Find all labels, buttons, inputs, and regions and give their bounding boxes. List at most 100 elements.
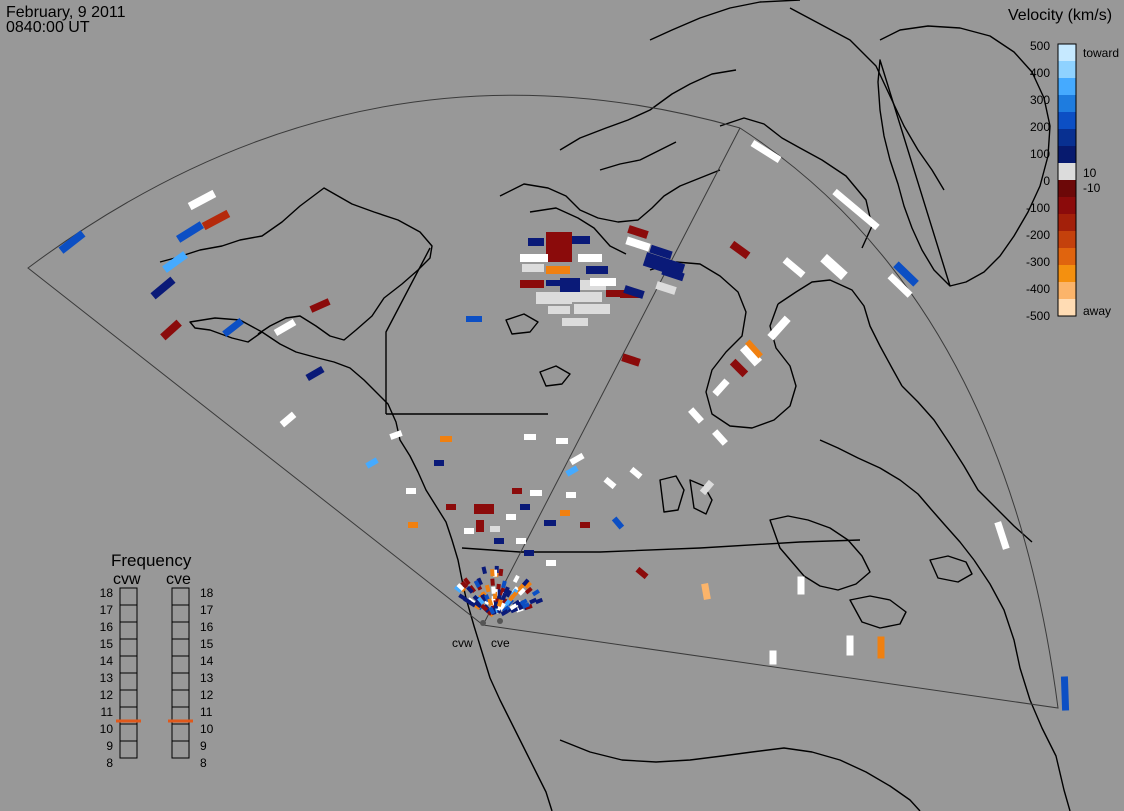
colorbar-frame (1057, 43, 1077, 317)
velocity-cell (505, 589, 512, 598)
colorbar-swatch (1058, 248, 1076, 266)
colorbar-swatches (1057, 43, 1077, 317)
velocity-cell (201, 209, 231, 231)
colorbar-swatch (1058, 78, 1076, 96)
velocity-cell (629, 466, 643, 480)
colorbar-tick-label: 400 (1030, 66, 1050, 80)
velocity-cell (635, 566, 649, 580)
date-label: February, 9 2011 (6, 4, 126, 21)
velocity-cell (519, 598, 528, 606)
velocity-cell (498, 568, 504, 577)
velocity-cell (574, 304, 610, 314)
frequency-cell-cvw (119, 621, 138, 640)
velocity-cell (365, 457, 379, 469)
frequency-title: Frequency (111, 551, 192, 570)
velocity-cell (560, 510, 570, 516)
velocity-cell (621, 353, 641, 367)
velocity-cell (516, 538, 526, 544)
velocity-cell (517, 583, 526, 591)
cvw-radar-site (480, 620, 486, 626)
velocity-cell (606, 290, 624, 297)
velocity-cell (566, 492, 576, 498)
radar-sites: cvw cve (452, 618, 510, 650)
velocity-cell (712, 378, 730, 397)
velocity-cell (699, 479, 715, 496)
velocity-cell (729, 240, 751, 260)
velocity-cell (524, 603, 533, 610)
frequency-cell-cve (171, 587, 190, 606)
velocity-cell (490, 526, 500, 532)
velocity-cell (556, 438, 568, 444)
frequency-level-label-right: 16 (200, 620, 214, 634)
colorbar-toward-label: toward (1083, 46, 1119, 60)
velocity-cell (524, 434, 536, 440)
velocity-cell (893, 261, 919, 287)
frequency-cell-cvw (119, 638, 138, 657)
frequency-cell-cvw (119, 604, 138, 623)
velocity-cell (473, 600, 482, 609)
velocity-cell (464, 528, 474, 534)
frequency-cell-cve (171, 672, 190, 691)
frequency-cell-cve (171, 621, 190, 640)
velocity-cell (520, 504, 530, 510)
velocity-cell (572, 236, 590, 244)
velocity-cell (476, 577, 483, 586)
frequency-level-label-left: 17 (100, 603, 114, 617)
velocity-cell (490, 569, 495, 577)
colorbar-swatch (1058, 197, 1076, 215)
velocity-cell (1060, 676, 1070, 711)
velocity-cell (524, 581, 532, 590)
frequency-cell-cvw (119, 672, 138, 691)
colorbar-tick-label: -400 (1026, 282, 1050, 296)
velocity-cell (440, 436, 452, 442)
velocity-cell (490, 578, 495, 586)
colorbar-swatch (1058, 265, 1076, 283)
velocity-cell (468, 585, 477, 593)
frequency-level-label-right: 10 (200, 722, 214, 736)
velocity-cell (712, 429, 728, 446)
colorbar-swatch (1058, 282, 1076, 300)
velocity-cell (481, 566, 488, 575)
velocity-cell (454, 585, 463, 593)
velocity-cell (493, 601, 499, 609)
colorbar-tick-label: 500 (1030, 39, 1050, 53)
frequency-cell-cvw (119, 689, 138, 708)
cvw-site-label: cvw (452, 636, 473, 650)
frequency-level-label-left: 12 (100, 688, 114, 702)
colorbar-swatch (1058, 95, 1076, 113)
velocity-cell (463, 597, 472, 605)
frequency-level-label-right: 14 (200, 654, 214, 668)
velocity-cell (517, 587, 526, 596)
colorbar-swatch (1058, 214, 1076, 232)
frequency-level-label-left: 11 (101, 705, 114, 719)
colorbar-tick-label: -500 (1026, 309, 1050, 323)
velocity-cell (530, 490, 542, 496)
frequency-level-label-left: 14 (100, 654, 114, 668)
velocity-cell (655, 281, 677, 295)
velocity-cell (536, 292, 572, 304)
frequency-level-label-left: 9 (106, 739, 113, 753)
frequency-level-label-right: 15 (200, 637, 214, 651)
velocity-cell (603, 476, 617, 490)
velocity-cell (782, 257, 806, 278)
velocity-cell (524, 550, 534, 556)
velocity-cell (586, 266, 608, 274)
frequency-level-label-left: 8 (106, 756, 113, 770)
frequency-cell-cvw (119, 723, 138, 742)
frequency-scale: 18 18 17 17 16 16 15 15 14 14 13 13 12 12 11 11 10 10 9 9 8 8 (100, 586, 214, 770)
velocity-cell (580, 522, 590, 528)
velocity-cell (466, 316, 482, 322)
velocity-cell (512, 488, 522, 494)
velocity-cell (463, 577, 471, 586)
velocity-cell (546, 232, 572, 262)
velocity-cell (701, 583, 711, 600)
frequency-cell-cve (171, 689, 190, 708)
velocity-cell (535, 597, 544, 605)
velocity-cell (994, 521, 1010, 550)
velocity-cell (769, 650, 777, 665)
velocity-cell (522, 264, 544, 272)
colorbar-tick-label: 300 (1030, 93, 1050, 107)
colorbar-swatch (1058, 231, 1076, 249)
frequency-cell-cve (171, 740, 190, 759)
